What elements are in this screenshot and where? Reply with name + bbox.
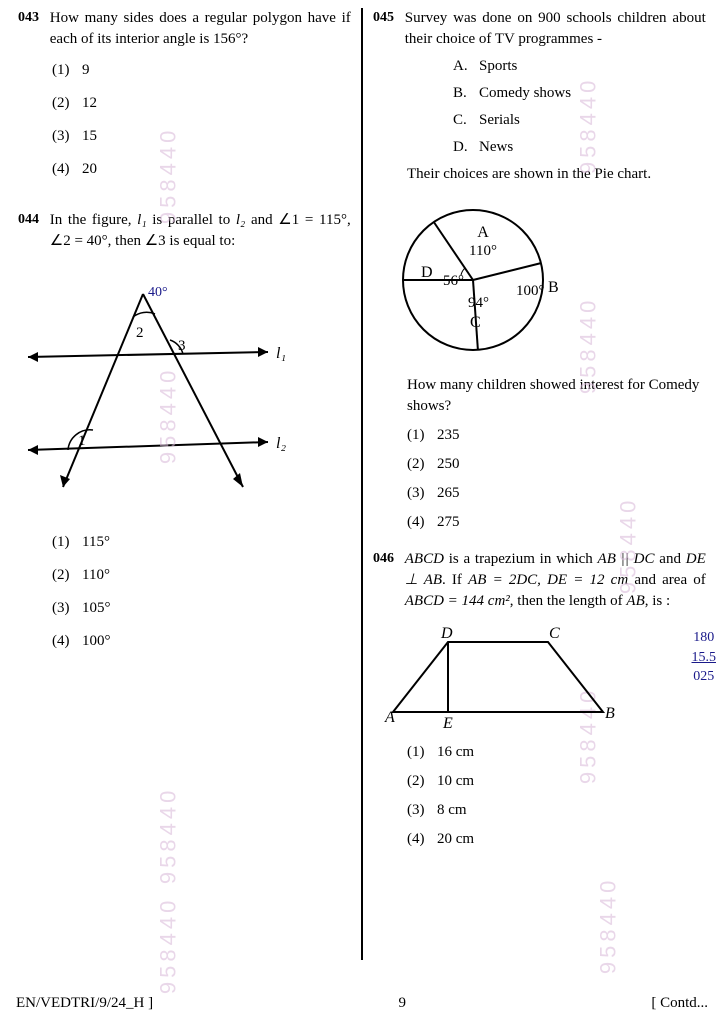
svg-text:l₂: l₂ bbox=[276, 435, 286, 452]
watermark: 958440 bbox=[153, 897, 184, 994]
question-045: 045 Survey was done on 900 schools child… bbox=[373, 8, 706, 533]
q044-number: 044 bbox=[18, 210, 46, 230]
svg-text:B: B bbox=[605, 705, 615, 722]
q045-opt4: (4)275 bbox=[407, 512, 706, 533]
svg-text:D: D bbox=[421, 264, 433, 281]
watermark: 958440 bbox=[153, 787, 184, 884]
watermark: 958440 bbox=[613, 497, 644, 594]
q044-opt2: (2)110° bbox=[52, 565, 351, 586]
q043-number: 043 bbox=[18, 8, 46, 28]
q044-opt1: (1)115° bbox=[52, 532, 351, 553]
q043-opt4: (4)20 bbox=[52, 159, 351, 180]
svg-text:E: E bbox=[442, 715, 453, 732]
svg-text:B: B bbox=[548, 279, 559, 296]
svg-text:2: 2 bbox=[136, 325, 144, 341]
watermark: 958440 bbox=[573, 77, 604, 174]
q043-opt2: (2)12 bbox=[52, 93, 351, 114]
svg-text:94°: 94° bbox=[468, 295, 489, 311]
q045-text: Survey was done on 900 schools children … bbox=[405, 8, 706, 50]
q045-pie-chart: A 110° D 56° 100° B 94° C bbox=[373, 195, 706, 365]
right-column: 045 Survey was done on 900 schools child… bbox=[367, 8, 712, 960]
q045-opt3: (3)265 bbox=[407, 483, 706, 504]
q043-opt3: (3)15 bbox=[52, 126, 351, 147]
watermark: 958440 bbox=[573, 297, 604, 394]
q043-text: How many sides does a regular polygon ha… bbox=[50, 8, 351, 50]
watermark: 958440 bbox=[153, 127, 184, 224]
q045-note: Their choices are shown in the Pie chart… bbox=[407, 164, 706, 185]
svg-text:l₁: l₁ bbox=[276, 345, 286, 362]
svg-text:3: 3 bbox=[178, 338, 186, 354]
q043-opt1: (1)9 bbox=[52, 60, 351, 81]
q044-figure: l₁ l₂ 2 3 bbox=[18, 282, 351, 502]
svg-text:40°: 40° bbox=[148, 285, 168, 300]
q046-opt4: (4)20 cm bbox=[407, 829, 706, 850]
question-043: 043 How many sides does a regular polygo… bbox=[18, 8, 351, 180]
svg-text:A: A bbox=[384, 709, 395, 726]
q046-number: 046 bbox=[373, 549, 401, 569]
column-divider bbox=[361, 8, 363, 960]
footer-right: [ Contd... bbox=[651, 993, 708, 1014]
footer-page-number: 9 bbox=[398, 993, 406, 1014]
svg-text:110°: 110° bbox=[469, 243, 497, 259]
q045-number: 045 bbox=[373, 8, 401, 28]
svg-text:D: D bbox=[440, 625, 453, 642]
left-column: 043 How many sides does a regular polygo… bbox=[12, 8, 357, 960]
q046-figure: A B C D E 180 15.5 025 bbox=[373, 622, 706, 732]
svg-text:100°: 100° bbox=[516, 283, 545, 299]
svg-text:C: C bbox=[549, 625, 560, 642]
q045-legend-a: A.Sports bbox=[453, 56, 706, 77]
q046-text: ABCD is a trapezium in which AB || DC an… bbox=[405, 549, 706, 612]
footer-left: EN/VEDTRI/9/24_H ] bbox=[16, 993, 153, 1014]
q044-text: In the figure, l₁ is parallel to l₂ and … bbox=[50, 210, 351, 252]
q044-opt3: (3)105° bbox=[52, 598, 351, 619]
question-046: 046 ABCD is a trapezium in which AB || D… bbox=[373, 549, 706, 850]
q046-opt3: (3)8 cm bbox=[407, 800, 706, 821]
q045-opt1: (1)235 bbox=[407, 425, 706, 446]
page-footer: EN/VEDTRI/9/24_H ] 9 [ Contd... bbox=[0, 993, 724, 1014]
q045-opt2: (2)250 bbox=[407, 454, 706, 475]
svg-text:1: 1 bbox=[78, 433, 86, 449]
svg-text:56°: 56° bbox=[443, 273, 464, 289]
watermark: 958440 bbox=[153, 367, 184, 464]
q046-opt1: (1)16 cm bbox=[407, 742, 706, 763]
watermark: 958440 bbox=[593, 877, 624, 974]
q046-handwritten: 180 15.5 025 bbox=[692, 628, 717, 687]
q046-opt2: (2)10 cm bbox=[407, 771, 706, 792]
q044-opt4: (4)100° bbox=[52, 631, 351, 652]
q045-subquestion: How many children showed interest for Co… bbox=[407, 375, 706, 417]
question-044: 044 In the figure, l₁ is parallel to l₂ … bbox=[18, 210, 351, 652]
svg-text:C: C bbox=[470, 314, 481, 331]
svg-text:A: A bbox=[477, 224, 489, 241]
